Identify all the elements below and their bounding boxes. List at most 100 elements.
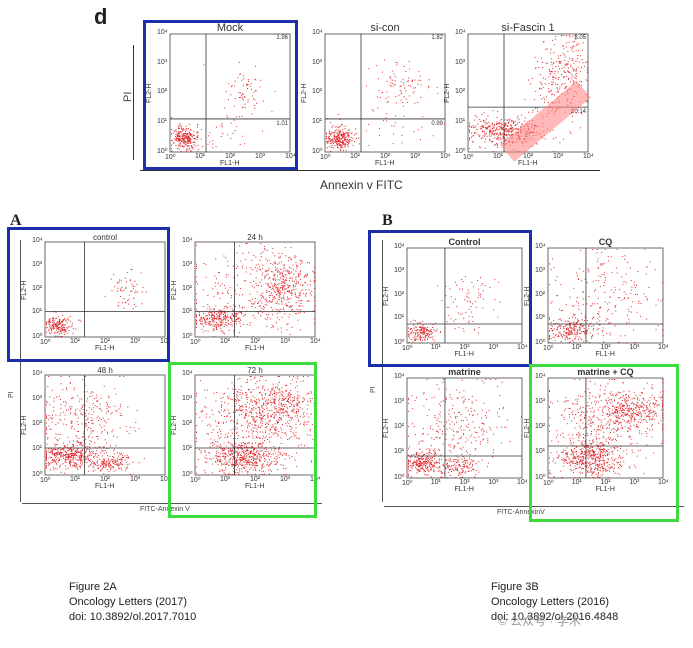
x-tick-label: 10²	[459, 344, 470, 351]
x-tick-label: 10²	[600, 344, 611, 351]
caption-journal: Oncology Letters (2016)	[491, 596, 610, 608]
x-tick-label: 10³	[280, 476, 291, 483]
x-tick-label: 10⁴	[160, 476, 171, 483]
x-tick-label: 10²	[380, 153, 391, 160]
plot-title: control	[92, 233, 117, 242]
x-tick-label: 10⁰	[543, 480, 554, 487]
flow-plot-si-con: si-con 10⁰ 10¹ 10² 10³ 10⁴ 10⁴ 10³ 10² 10¹ 10⁰ FL1…	[301, 22, 451, 167]
y-tick-label: 10²	[394, 290, 405, 298]
y-axis-label: FL2-H	[444, 83, 451, 103]
x-tick-label: 10⁴	[517, 344, 528, 351]
y-tick-label: 10³	[455, 58, 466, 66]
fig-b-x-axis-label: FITC-AnnexinV	[497, 509, 545, 516]
flow-plot-48h: 48 h 10⁰ 10¹ 10² 10³ 10⁴ 10⁴ 10³ 10² 10¹ 10⁰ FL1-H…	[21, 366, 171, 490]
quadrant-ur-percent: 1.82	[431, 35, 443, 41]
y-tick-label: 10²	[312, 88, 323, 95]
x-axis-label: FL1-H	[595, 351, 615, 358]
quadrant-lr-percent: 0.99	[431, 120, 443, 127]
highlight-box-control	[7, 227, 170, 362]
caption-doi: doi: 10.3892/ol.2016.4848	[491, 611, 619, 623]
x-tick-label: 10⁰	[402, 345, 413, 352]
x-tick-label: 10⁴	[583, 153, 594, 160]
y-tick-label: 10⁰	[394, 474, 405, 481]
y-tick-label: 10⁰	[182, 333, 193, 340]
y-tick-label: 10²	[455, 88, 466, 95]
x-axis-label: FL1-H	[518, 160, 538, 167]
y-tick-label: 10³	[535, 398, 546, 405]
panel-label-b: B	[382, 212, 393, 229]
y-tick-label: 10¹	[32, 445, 43, 452]
x-tick-label: 10¹	[493, 153, 504, 160]
flow-plot-72h: 72 h 10⁰ 10¹ 10² 10³ 10⁴ 10⁴ 10³ 10² 10¹ 10⁰ FL1-H…	[171, 366, 321, 490]
flow-plot-matrine: matrine 10⁰ 10¹ 10² 10³ 10⁴ 10⁴ 10³ 10² 10¹ 10⁰ FL…	[383, 367, 528, 493]
x-tick-label: 10¹	[571, 344, 582, 351]
x-tick-label: 10¹	[350, 153, 361, 160]
x-tick-label: 10³	[488, 344, 499, 351]
y-tick-label: 10¹	[32, 308, 43, 316]
x-tick-label: 10³	[553, 153, 564, 160]
y-tick-label: 10⁰	[182, 471, 193, 478]
x-tick-label: 10⁴	[658, 344, 669, 351]
x-tick-label: 10¹	[70, 476, 81, 483]
y-tick-label: 10⁴	[32, 237, 43, 244]
y-tick-label: 10²	[182, 420, 193, 427]
y-tick-label: 10¹	[394, 314, 405, 322]
y-tick-label: 10⁴	[535, 373, 546, 380]
x-tick-label: 10³	[130, 338, 141, 345]
y-tick-label: 10²	[32, 284, 43, 292]
top-x-axis-label: Annexin v FITC	[320, 178, 403, 192]
x-tick-label: 10⁴	[285, 153, 296, 160]
plot-title: Mock	[216, 22, 244, 34]
x-tick-label: 10²	[459, 479, 470, 486]
y-tick-label: 10¹	[394, 448, 405, 455]
panel-label-a: A	[10, 212, 22, 229]
x-tick-label: 10¹	[70, 338, 81, 345]
x-tick-label: 10⁴	[517, 479, 528, 486]
y-tick-label: 10³	[312, 58, 323, 66]
y-tick-label: 10⁴	[312, 29, 323, 36]
y-tick-label: 10¹	[455, 117, 466, 125]
y-tick-label: 10¹	[312, 117, 323, 125]
panel-label-d: d	[94, 4, 108, 29]
x-axis-label: FL1-H	[220, 160, 240, 167]
dot-plot-canvas	[44, 374, 166, 476]
y-tick-label: 10³	[157, 58, 168, 66]
y-axis-label: FL2-H	[21, 415, 28, 435]
y-tick-label: 10⁴	[535, 243, 546, 250]
quadrant-ur-percent: 1.96	[276, 35, 288, 41]
top-x-axis-line	[140, 170, 600, 171]
highlight-box-control-b	[368, 230, 532, 367]
y-axis-label: FL2-H	[301, 83, 308, 103]
y-tick-label: 10⁴	[182, 237, 193, 244]
flow-plot-24h: 24 h 10⁰ 10¹ 10² 10³ 10⁴ 10⁴ 10³ 10² 10¹ 10⁰ FL1-H…	[171, 233, 321, 352]
x-tick-label: 10¹	[430, 344, 441, 351]
x-axis-label: FL1-H	[595, 486, 615, 493]
y-tick-label: 10⁰	[32, 471, 43, 478]
x-tick-label: 10³	[280, 338, 291, 345]
x-tick-label: 10¹	[430, 479, 441, 486]
caption-figure-3b: Figure 3B Oncology Letters (2016) doi: 1…	[491, 580, 618, 625]
y-tick-label: 10¹	[535, 314, 546, 322]
y-tick-label: 10²	[182, 284, 193, 292]
x-tick-label: 10⁰	[165, 154, 176, 161]
quadrant-lr-percent: 10.14	[570, 109, 586, 116]
quadrant-lr-percent: 1.01	[276, 120, 288, 127]
x-tick-label: 10⁰	[190, 339, 201, 346]
caption-title: Figure 2A	[69, 581, 117, 593]
x-tick-label: 10¹	[220, 476, 231, 483]
plot-title: 72 h	[247, 366, 263, 375]
y-tick-label: 10³	[535, 266, 546, 274]
y-tick-label: 10⁰	[394, 339, 405, 346]
y-tick-label: 10⁰	[535, 474, 546, 481]
x-tick-label: 10⁰	[40, 477, 51, 484]
y-tick-label: 10²	[157, 88, 168, 95]
flow-plot-mock: Mock 10⁰ 10¹ 10² 10³ 10⁴ 10⁴ 10³ 10² 10¹ 10⁰ FL1-H…	[146, 22, 296, 167]
x-tick-label: 10⁴	[658, 479, 669, 486]
y-tick-label: 10⁴	[394, 373, 405, 380]
fig-a-y-axis-label: PI	[8, 391, 15, 398]
fig-b-y-axis-label: PI	[370, 386, 377, 393]
dot-plot-canvas	[547, 377, 664, 479]
x-axis-label: FL1-H	[95, 345, 115, 352]
x-tick-label: 10²	[100, 476, 111, 483]
x-tick-label: 10⁰	[320, 154, 331, 161]
